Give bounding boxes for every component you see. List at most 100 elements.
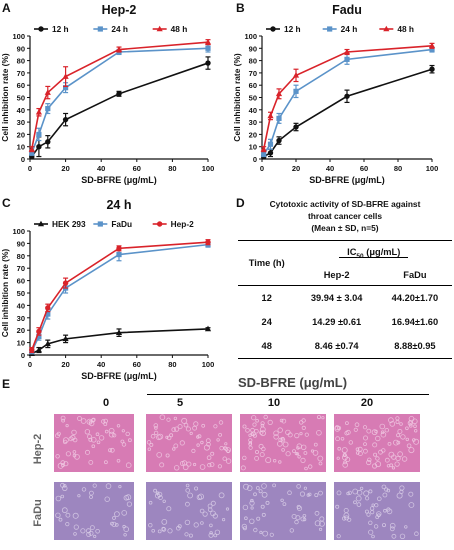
cell <box>218 492 225 499</box>
data-point <box>267 112 274 119</box>
cell <box>318 490 323 496</box>
x-tick-label: 80 <box>394 164 402 173</box>
cell <box>60 494 65 499</box>
cell <box>209 462 215 467</box>
cell <box>357 451 363 456</box>
cell <box>414 429 418 433</box>
cell <box>154 426 158 430</box>
cell <box>261 491 268 498</box>
data-point <box>205 239 211 245</box>
ic50-table-panel: Cytotoxic activity of SD-BFRE against th… <box>238 198 452 359</box>
cell <box>93 534 97 539</box>
cell <box>273 434 279 440</box>
cell <box>125 431 130 437</box>
cell <box>108 431 115 438</box>
data-point <box>29 150 35 156</box>
chart-title: 24 h <box>106 198 131 212</box>
cell <box>285 451 291 457</box>
cell <box>225 507 230 511</box>
cell <box>389 421 396 427</box>
cell <box>251 415 257 421</box>
legend-marker <box>156 221 163 227</box>
cell <box>380 431 387 438</box>
cell <box>201 423 206 428</box>
cell <box>159 414 166 421</box>
cell <box>356 502 362 507</box>
cell <box>355 451 360 455</box>
cell <box>355 447 360 451</box>
cell <box>225 458 232 464</box>
data-point <box>205 45 211 51</box>
cell <box>371 503 375 507</box>
cell <box>125 462 132 468</box>
chart-c-24h: 24 h 0 10 20 30 40 50 60 70 80 90 100 0 20 40 60 80 100 SD… <box>0 198 214 381</box>
x-tick-label: 0 <box>260 164 264 173</box>
cell <box>116 458 121 463</box>
cell <box>317 455 324 462</box>
cell <box>157 433 164 440</box>
cell <box>242 483 249 490</box>
data-point <box>62 280 69 286</box>
cell <box>123 495 129 501</box>
cell <box>362 425 368 430</box>
cell <box>296 484 301 489</box>
cell <box>151 529 155 533</box>
cell <box>256 516 261 521</box>
y-tick-label: 20 <box>17 326 25 335</box>
panel-letter-e: E <box>2 377 11 391</box>
cell <box>110 521 114 526</box>
cell <box>61 507 68 514</box>
cell <box>380 430 385 435</box>
cell <box>345 429 351 435</box>
cell <box>391 466 396 470</box>
cell <box>218 432 223 437</box>
panel-letter-d: D <box>236 196 245 210</box>
cell <box>261 483 267 489</box>
legend-label: 12 h <box>284 24 301 34</box>
table-row: 48 8.46 ±0.74 8.88±0.95 <box>238 334 452 359</box>
cell <box>282 441 289 448</box>
cell <box>384 457 390 463</box>
y-tick-label: 40 <box>17 106 25 115</box>
cell <box>273 430 279 436</box>
cell <box>347 490 352 495</box>
cell <box>295 515 301 521</box>
cell <box>101 419 106 424</box>
series-24-h <box>29 44 211 156</box>
data-point <box>115 329 123 335</box>
data-point <box>35 108 42 115</box>
cell <box>397 451 403 457</box>
table-caption-line1: Cytotoxic activity of SD-BFRE against <box>269 199 421 209</box>
cell <box>188 533 193 538</box>
cell <box>363 442 367 447</box>
cell <box>90 525 95 530</box>
cell <box>399 533 406 539</box>
cell <box>357 446 363 452</box>
cell <box>340 436 345 441</box>
chart-title: Hep-2 <box>102 3 137 17</box>
cell <box>287 490 292 495</box>
legend-marker <box>37 220 45 227</box>
micrograph-concentration-title: SD-BFRE (μg/mL) <box>238 375 348 390</box>
data-point <box>116 245 122 252</box>
cell <box>261 512 266 517</box>
cell <box>213 424 218 429</box>
cell <box>114 511 120 517</box>
cell <box>81 487 87 492</box>
cell <box>294 519 299 525</box>
cell <box>263 414 268 420</box>
y-tick-label: 70 <box>17 69 25 78</box>
cell <box>74 454 80 460</box>
cell <box>386 488 391 493</box>
cell <box>252 433 257 438</box>
cell <box>294 432 300 439</box>
header-time: Time (h) <box>238 240 296 286</box>
cell <box>308 464 313 469</box>
y-tick-label: 50 <box>17 94 25 103</box>
data-point <box>275 90 283 97</box>
cell <box>207 507 213 512</box>
legend-label: 24 h <box>111 24 128 34</box>
cell <box>278 437 283 442</box>
y-tick-label: 80 <box>249 57 257 66</box>
cell <box>259 452 265 458</box>
